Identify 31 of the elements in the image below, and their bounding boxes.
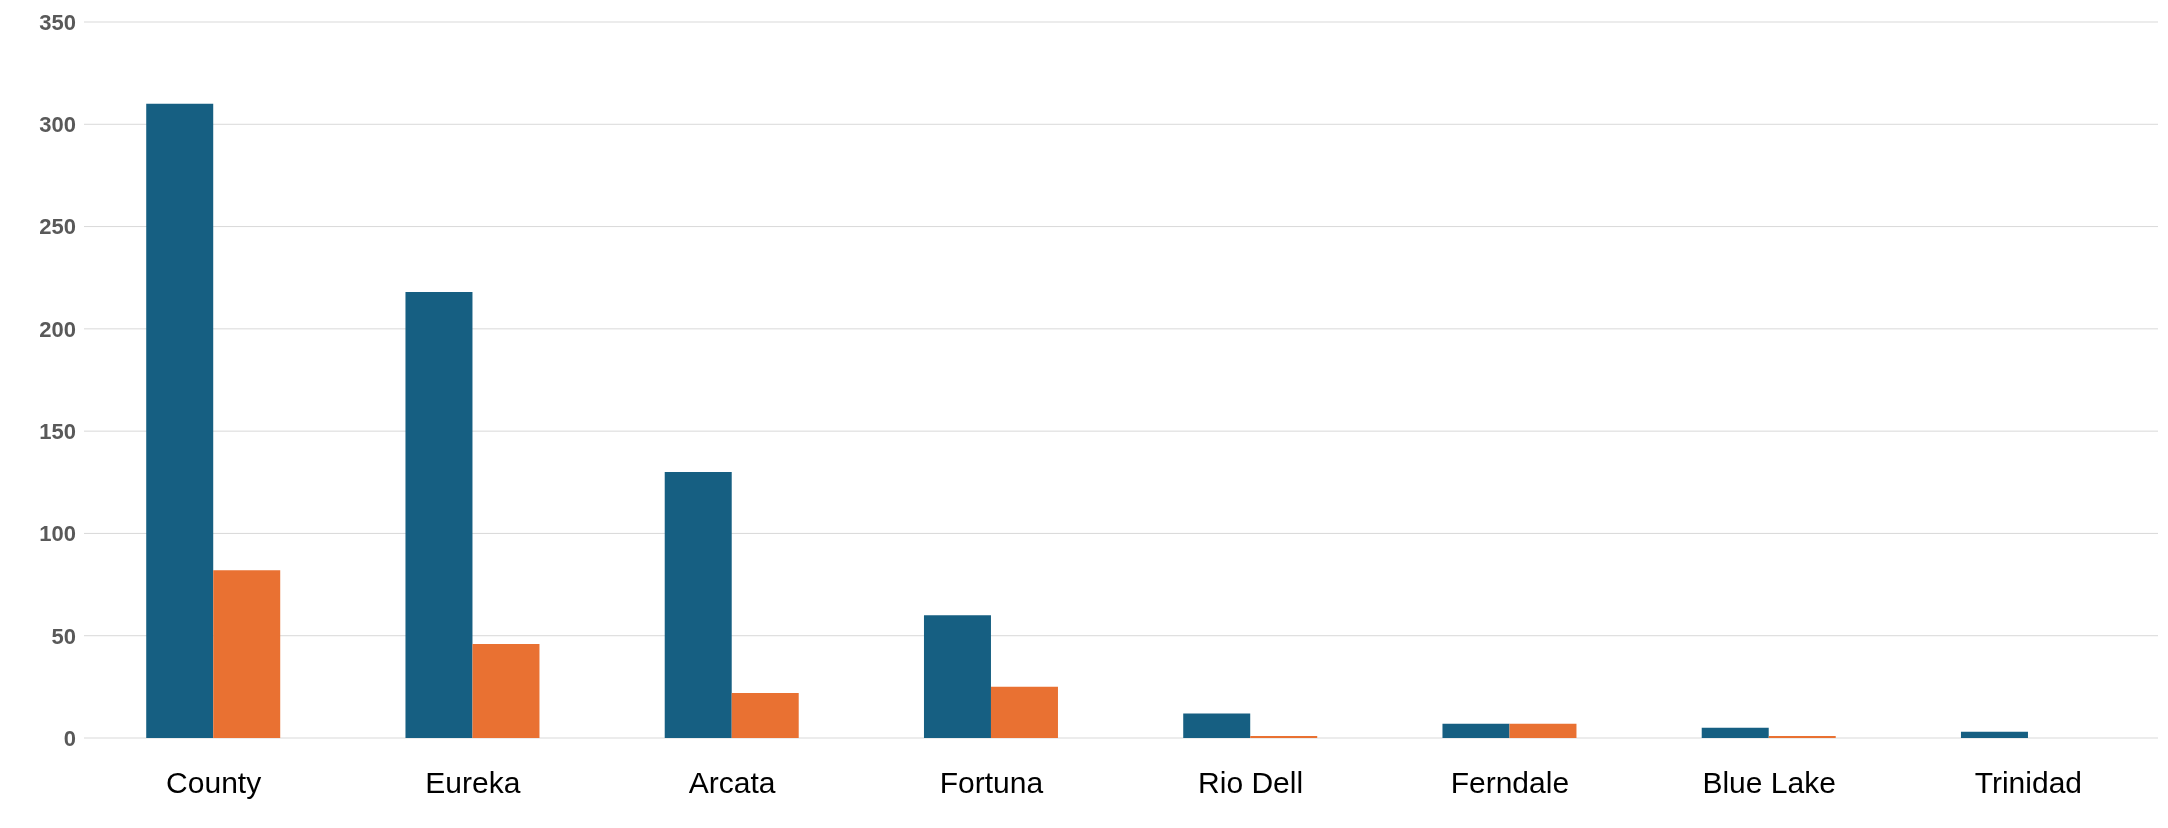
y-tick-label: 200	[39, 316, 76, 342]
bar	[923, 615, 991, 738]
x-tick-label: Arcata	[688, 766, 776, 800]
x-tick-label: Blue Lake	[1702, 766, 1836, 800]
y-tick-label: 0	[63, 725, 76, 751]
x-tick-label: County	[166, 766, 262, 800]
x-tick-label: Eureka	[425, 766, 521, 800]
y-tick-label: 250	[39, 214, 76, 240]
x-tick-label: Ferndale	[1450, 766, 1570, 800]
y-tick-label: 50	[51, 623, 76, 649]
y-tick-label: 100	[39, 521, 76, 547]
bar	[1701, 727, 1769, 738]
bar	[990, 686, 1058, 738]
bar	[664, 472, 732, 738]
bar	[1509, 723, 1577, 738]
bar	[1442, 723, 1510, 738]
bar	[213, 570, 281, 738]
x-tick-label: Fortuna	[939, 766, 1044, 800]
bar	[1960, 731, 2028, 738]
x-tick-label: Trinidad	[1974, 766, 2083, 800]
bar	[1250, 735, 1318, 738]
x-tick-label: Rio Dell	[1198, 766, 1304, 800]
y-tick-label: 350	[39, 9, 76, 35]
y-tick-label: 300	[39, 112, 76, 138]
bar	[1768, 735, 1836, 738]
y-tick-label: 150	[39, 418, 76, 444]
bar	[405, 292, 473, 738]
bar	[731, 692, 799, 738]
bar	[146, 103, 214, 738]
bar	[472, 643, 540, 738]
bar	[1183, 713, 1251, 738]
